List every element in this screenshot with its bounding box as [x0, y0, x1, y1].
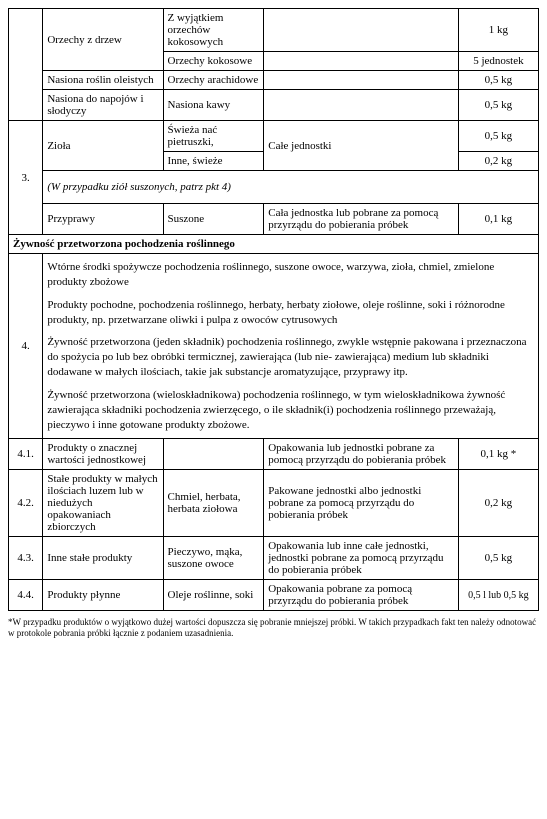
cell-sub: Inne, świeże [163, 152, 264, 171]
cell-sub: Oleje roślinne, soki [163, 580, 264, 611]
cell-sub: Chmiel, herbata, herbata ziołowa [163, 470, 264, 537]
table-row: Nasiona roślin oleistych Orzechy arachid… [9, 71, 539, 90]
cell-qty: 0,5 l lub 0,5 kg [458, 580, 538, 611]
table-row: 4. Wtórne środki spożywcze pochodzenia r… [9, 254, 539, 439]
herbs-note: (W przypadku ziół suszonych, patrz pkt 4… [43, 171, 539, 204]
cell-sub: Z wyjątkiem orzechów kokosowych [163, 9, 264, 52]
cell-number: 4.3. [9, 537, 43, 580]
cell-sub: Świeża nać pietruszki, [163, 121, 264, 152]
table-row: Nasiona do napojów i słodyczy Nasiona ka… [9, 90, 539, 121]
regulation-table: Orzechy z drzew Z wyjątkiem orzechów kok… [8, 8, 539, 611]
cell-number: 4.1. [9, 439, 43, 470]
cell-product: Nasiona do napojów i słodyczy [43, 90, 163, 121]
cell-qty: 0,2 kg [458, 152, 538, 171]
table-row: 4.1. Produkty o znacznej wartości jednos… [9, 439, 539, 470]
cell-sub: Nasiona kawy [163, 90, 264, 121]
table-row: (W przypadku ziół suszonych, patrz pkt 4… [9, 171, 539, 204]
cell-sub: Suszone [163, 204, 264, 235]
cell-product: Stałe produkty w małych ilościach luzem … [43, 470, 163, 537]
cell-product: Nasiona roślin oleistych [43, 71, 163, 90]
cell-sub [163, 439, 264, 470]
desc-paragraph: Wtórne środki spożywcze pochodzenia rośl… [47, 260, 534, 290]
table-row: 4.4. Produkty płynne Oleje roślinne, sok… [9, 580, 539, 611]
cell-product: Przyprawy [43, 204, 163, 235]
cell-product: Orzechy z drzew [43, 9, 163, 71]
cell-number: 3. [9, 121, 43, 235]
cell-qty: 0,5 kg [458, 537, 538, 580]
cell-sub: Orzechy kokosowe [163, 52, 264, 71]
cell-qty: 0,1 kg [458, 204, 538, 235]
cell-mid: Całe jednostki [264, 121, 459, 171]
cell-mid: Pakowane jednostki albo jednostki pobran… [264, 470, 459, 537]
cell-mid: Cała jednostka lub pobrane za pomocą prz… [264, 204, 459, 235]
cell-qty: 1 kg [458, 9, 538, 52]
cell-qty: 0,2 kg [458, 470, 538, 537]
cell-number: 4. [9, 254, 43, 439]
cell-mid: Opakowania pobrane za pomocą przyrządu d… [264, 580, 459, 611]
cell-number: 4.2. [9, 470, 43, 537]
desc-paragraph: Produkty pochodne, pochodzenia roślinneg… [47, 298, 534, 328]
cell-qty: 0,5 kg [458, 71, 538, 90]
cell-product: Produkty o znacznej wartości jednostkowe… [43, 439, 163, 470]
section-header-row: Żywność przetworzona pochodzenia roślinn… [9, 235, 539, 254]
footnote: *W przypadku produktów o wyjątkowo dużej… [8, 617, 539, 639]
cell-product: Zioła [43, 121, 163, 171]
cell-sub: Pieczywo, mąka, suszone owoce [163, 537, 264, 580]
table-row: 4.2. Stałe produkty w małych ilościach l… [9, 470, 539, 537]
table-row: 3. Zioła Świeża nać pietruszki, Całe jed… [9, 121, 539, 152]
cell-mid: Opakowania lub inne całe jednostki, jedn… [264, 537, 459, 580]
cell-product: Produkty płynne [43, 580, 163, 611]
cell-product: Inne stałe produkty [43, 537, 163, 580]
cell-mid: Opakowania lub jednostki pobrane za pomo… [264, 439, 459, 470]
cell-qty: 0,1 kg * [458, 439, 538, 470]
cell-qty: 5 jednostek [458, 52, 538, 71]
table-row: Orzechy z drzew Z wyjątkiem orzechów kok… [9, 9, 539, 52]
cell-qty: 0,5 kg [458, 121, 538, 152]
desc-paragraph: Żywność przetworzona (wieloskładnikowa) … [47, 388, 534, 433]
desc-paragraph: Żywność przetworzona (jeden składnik) po… [47, 335, 534, 380]
cell-sub: Orzechy arachidowe [163, 71, 264, 90]
table-row: Przyprawy Suszone Cała jednostka lub pob… [9, 204, 539, 235]
table-row: 4.3. Inne stałe produkty Pieczywo, mąka,… [9, 537, 539, 580]
cell-number: 4.4. [9, 580, 43, 611]
section-header: Żywność przetworzona pochodzenia roślinn… [9, 235, 539, 254]
cell-qty: 0,5 kg [458, 90, 538, 121]
description-cell: Wtórne środki spożywcze pochodzenia rośl… [43, 254, 539, 439]
